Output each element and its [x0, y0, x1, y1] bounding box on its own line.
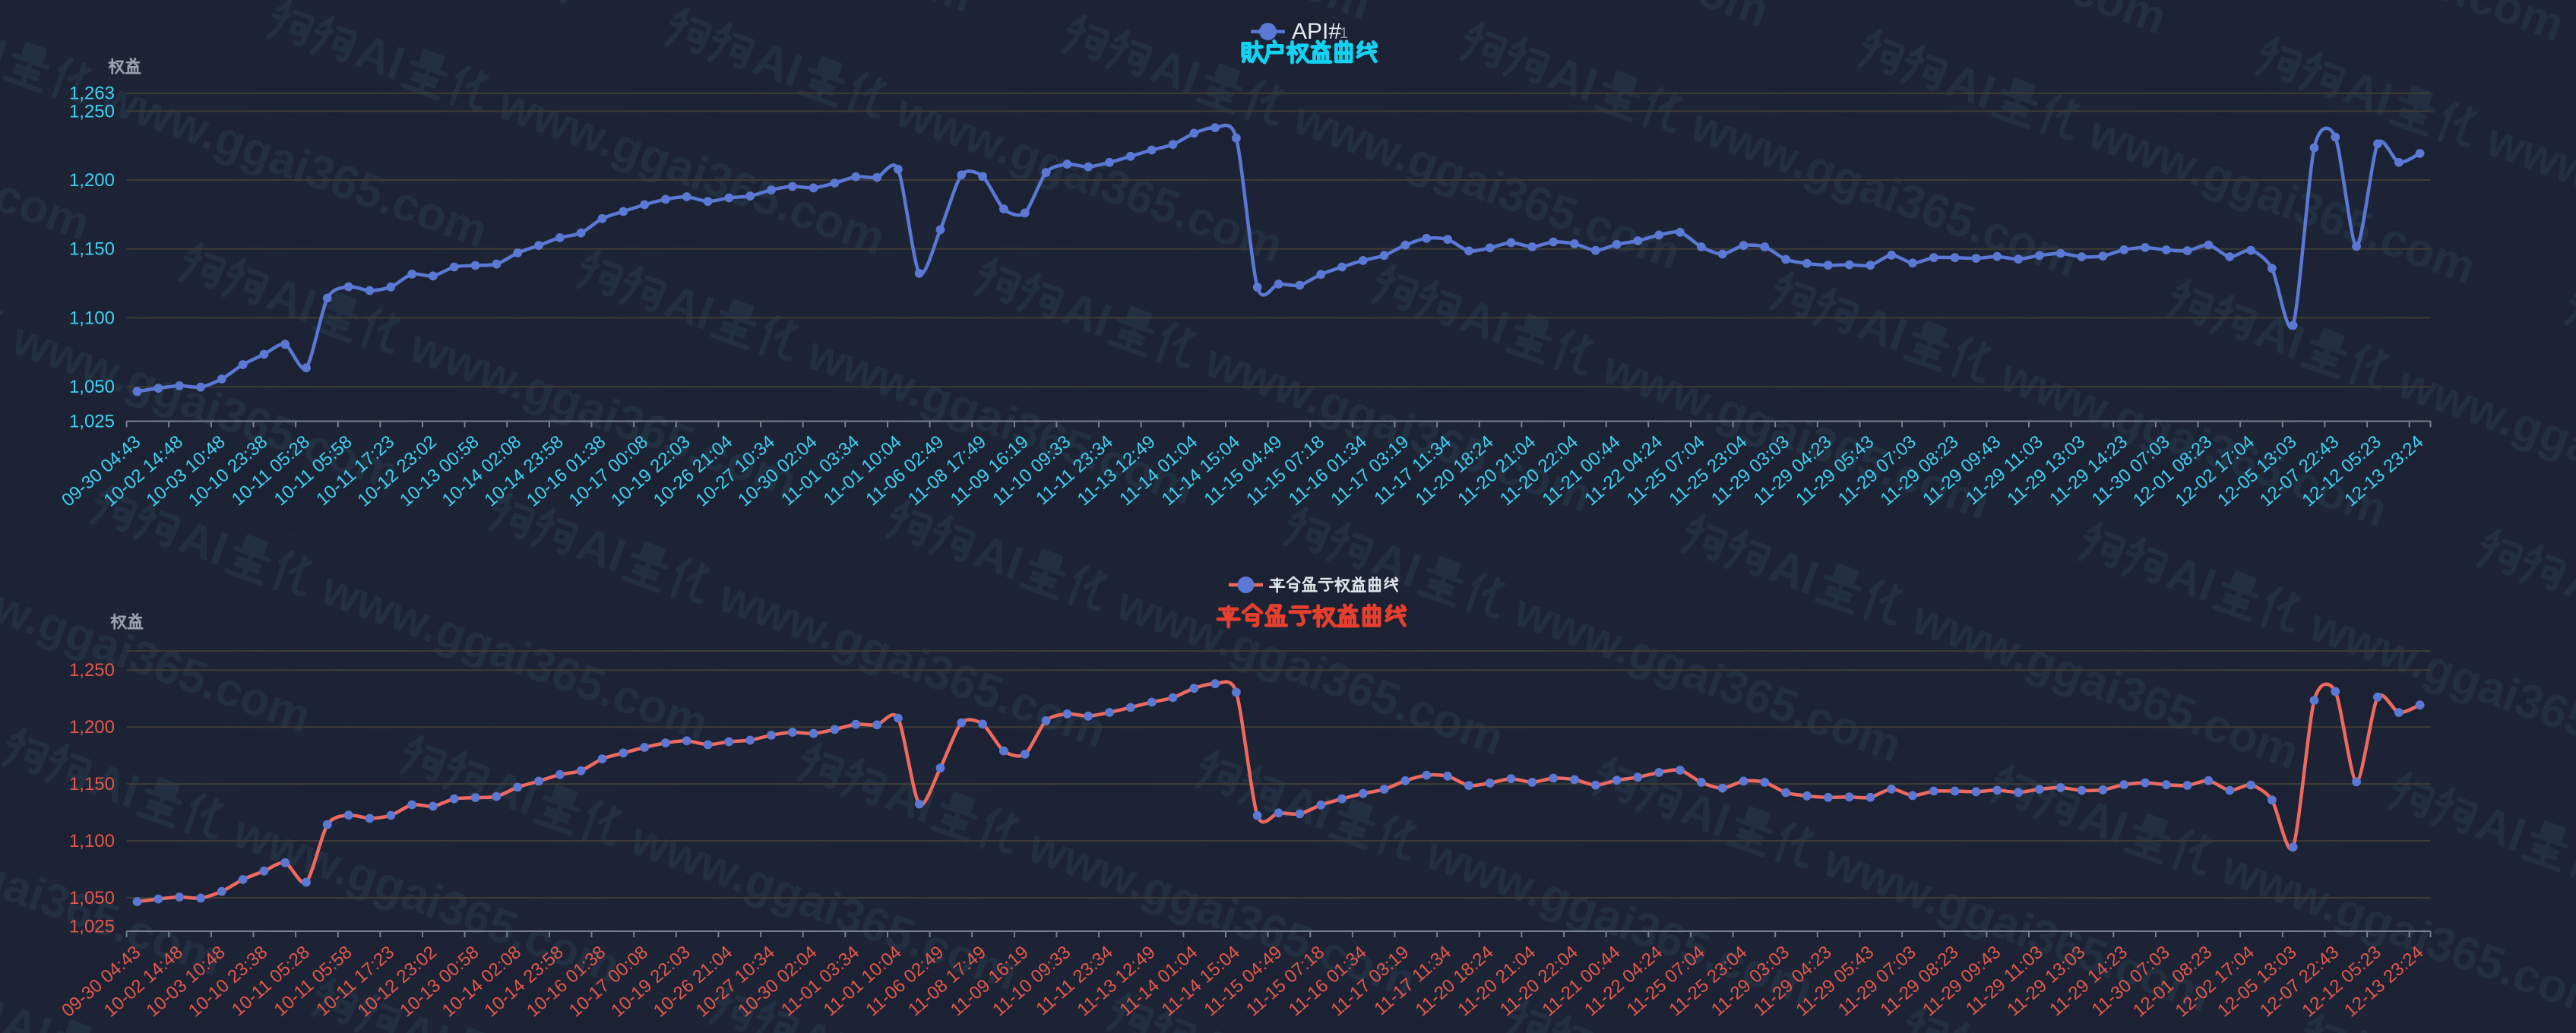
svg-text:1,025: 1,025 — [69, 412, 115, 432]
svg-text:API#: API# — [1292, 19, 1341, 44]
svg-text:1,050: 1,050 — [69, 377, 115, 397]
svg-text:1,150: 1,150 — [69, 239, 115, 260]
svg-text:1,200: 1,200 — [69, 170, 115, 191]
svg-text:1,025: 1,025 — [69, 917, 115, 937]
svg-text:1,200: 1,200 — [69, 717, 115, 738]
svg-text:1,150: 1,150 — [69, 774, 115, 794]
svg-text:1,050: 1,050 — [69, 888, 115, 908]
svg-text:1,100: 1,100 — [69, 831, 115, 851]
svg-text:1,250: 1,250 — [69, 660, 115, 681]
svg-text:1,100: 1,100 — [69, 308, 115, 328]
svg-text:1,250: 1,250 — [69, 101, 115, 122]
svg-text:1,263: 1,263 — [69, 84, 115, 104]
svg-text:1: 1 — [1340, 25, 1348, 42]
